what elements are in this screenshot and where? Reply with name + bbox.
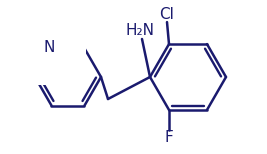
Text: Cl: Cl	[160, 7, 174, 22]
Text: N: N	[44, 40, 55, 55]
Text: F: F	[165, 130, 173, 145]
Text: H₂N: H₂N	[125, 22, 155, 38]
